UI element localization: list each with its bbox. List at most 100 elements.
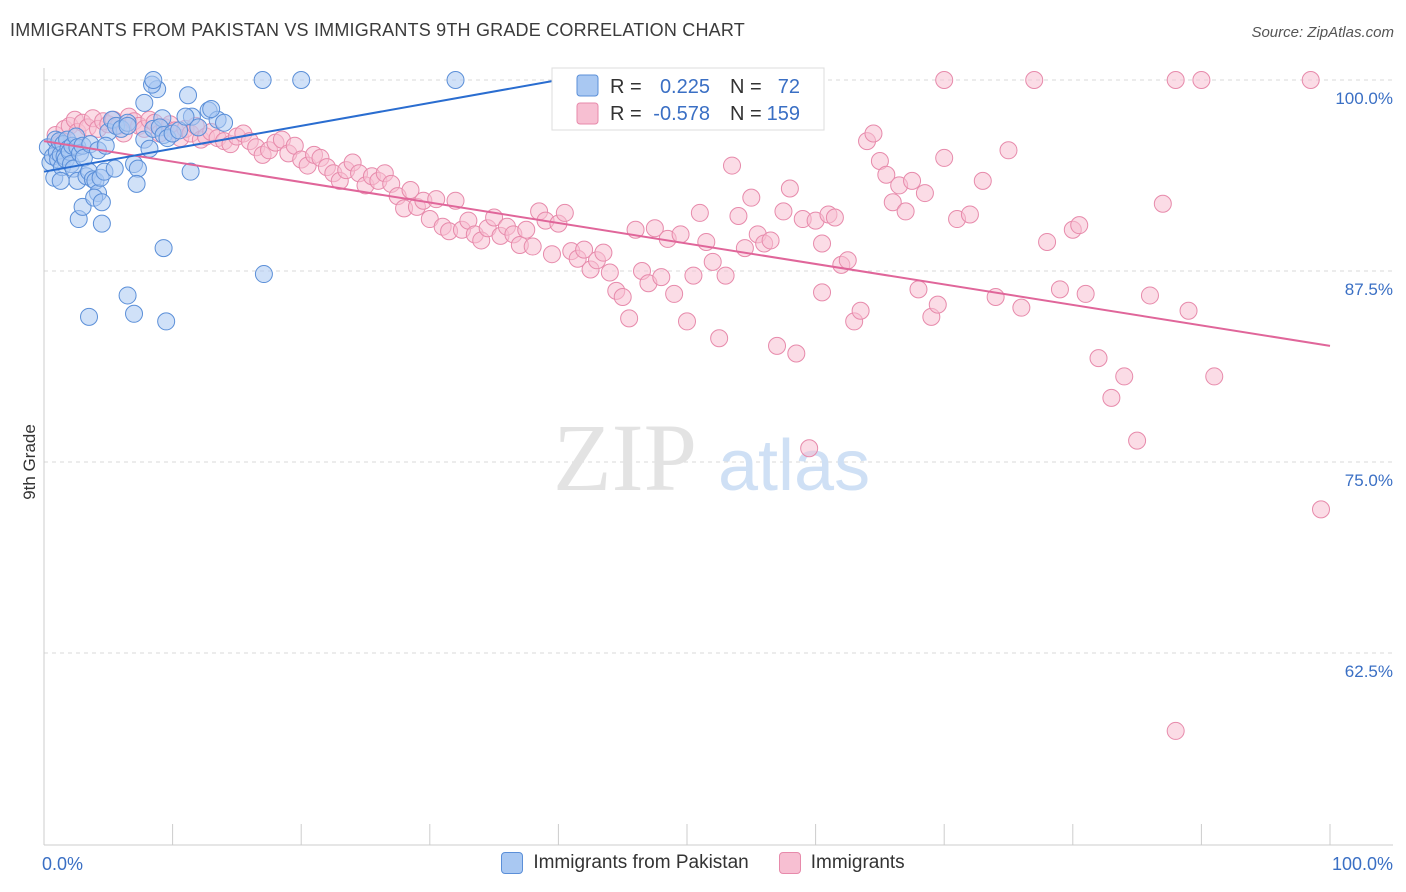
pakistan-point-75 (144, 71, 163, 89)
pakistan-point-79 (118, 286, 137, 305)
pakistan-point-74 (105, 159, 124, 178)
immigrants-point-121 (780, 179, 799, 198)
immigrants-point-142 (915, 184, 934, 203)
legend-r-value-1: 0.225 (660, 76, 710, 98)
immigrants-point-164 (1179, 301, 1198, 320)
immigrants-point-153 (1038, 232, 1057, 251)
pakistan-point-58 (189, 118, 208, 137)
pakistan-point-60 (118, 116, 137, 135)
legend-item-pakistan[interactable]: Immigrants from Pakistan (501, 852, 749, 874)
legend-swatch-immigrants (778, 852, 801, 874)
chart-title: IMMIGRANTS FROM PAKISTAN VS IMMIGRANTS 9… (10, 20, 745, 40)
immigrants-point-101 (652, 268, 671, 287)
immigrants-point-118 (761, 231, 780, 250)
watermark-atlas: atlas (718, 426, 870, 506)
immigrants-point-154 (1050, 280, 1069, 299)
immigrants-point-162 (1153, 194, 1172, 213)
watermark: ZIP atlas (553, 404, 870, 511)
pakistan-point-34 (92, 193, 111, 212)
immigrants-point-147 (960, 205, 979, 224)
pakistan-point-69 (253, 71, 272, 89)
immigrants-point-139 (896, 202, 915, 221)
immigrants-point-89 (575, 240, 594, 259)
immigrants-point-165 (1192, 71, 1211, 89)
pakistan-point-71 (446, 71, 465, 89)
immigrants-point-150 (999, 141, 1018, 160)
y-axis-label: 9th Grade (20, 424, 39, 500)
pakistan-point-64 (154, 239, 173, 258)
immigrants-point-84 (542, 245, 561, 264)
immigrants-point-93 (600, 263, 619, 282)
pakistan-point-73 (92, 214, 111, 233)
immigrants-point-151 (1012, 298, 1031, 317)
immigrants-point-166 (1205, 367, 1224, 386)
immigrants-point-137 (883, 193, 902, 212)
immigrants-point-120 (774, 202, 793, 221)
immigrants-point-170 (935, 148, 954, 167)
immigrants-point-81 (523, 237, 542, 256)
immigrants-point-105 (678, 312, 696, 331)
gridlines (44, 79, 1393, 654)
legend-n-value-2: 159 (767, 103, 800, 125)
pakistan-point-67 (202, 100, 221, 119)
y-tick-label-2: 75.0% (1345, 471, 1393, 490)
source-credit: Source: ZipAtlas.com (1251, 24, 1394, 41)
immigrants-point-134 (864, 124, 883, 143)
immigrants-point-106 (684, 266, 703, 285)
trend-lines (43, 79, 1331, 347)
immigrants-point-128 (825, 208, 844, 227)
immigrants-point-111 (716, 266, 735, 285)
immigrants-point-161 (1140, 286, 1159, 305)
legend-r-label-2: R = (610, 103, 642, 125)
immigrants-point-103 (665, 284, 684, 303)
immigrants-point-104 (671, 225, 690, 244)
immigrants-point-110 (710, 329, 729, 348)
immigrants-point-119 (768, 336, 787, 355)
immigrants-point-112 (723, 156, 742, 175)
legend-r-label-1: R = (610, 76, 642, 98)
immigrants-point-145 (935, 71, 954, 89)
immigrants-point-156 (1076, 284, 1095, 303)
immigrants-point-172 (813, 234, 832, 253)
stats-legend: R = 0.225 N = 72 R = -0.578 N = 159 (551, 67, 825, 131)
immigrants-point-141 (909, 280, 928, 299)
pakistan-point-70 (292, 71, 311, 89)
axes (43, 68, 1393, 846)
y-tick-label-3: 62.5% (1345, 662, 1393, 681)
legend-r-value-2: -0.578 (653, 103, 710, 125)
x-tick-right: 100.0% (1332, 854, 1393, 874)
pakistan-point-78 (80, 307, 99, 326)
immigrants-point-113 (729, 206, 748, 225)
immigrants-point-130 (838, 251, 857, 270)
immigrants-point-169 (1166, 721, 1185, 740)
pakistan-points (38, 71, 465, 331)
immigrants-point-132 (851, 301, 870, 320)
immigrants-point-107 (690, 203, 709, 222)
y-tick-labels: 100.0% 87.5% 75.0% 62.5% (1335, 89, 1393, 681)
bottom-legend: Immigrants from Pakistan Immigrants (0, 852, 1406, 874)
legend-item-immigrants[interactable]: Immigrants (778, 852, 905, 874)
immigrants-point-163 (1166, 71, 1185, 89)
immigrants-point-96 (620, 309, 639, 328)
immigrants-point-122 (787, 344, 806, 363)
legend-swatch-pakistan (501, 852, 524, 874)
immigrants-point-157 (1089, 349, 1108, 368)
immigrants-point-124 (800, 439, 819, 458)
immigrants-point-95 (613, 287, 632, 306)
pakistan-point-72 (51, 171, 70, 190)
immigrants-point-92 (594, 243, 613, 262)
immigrants-point-109 (703, 252, 722, 271)
immigrants-point-100 (645, 219, 664, 238)
immigrants-trend-line (43, 140, 1331, 347)
pakistan-trend-line (43, 79, 559, 173)
immigrants-point-80 (517, 220, 536, 239)
immigrants-point-140 (903, 171, 922, 190)
pakistan-point-63 (127, 174, 146, 193)
immigrants-point-86 (555, 203, 574, 222)
pakistan-point-81 (157, 312, 176, 331)
x-tick-left: 0.0% (42, 854, 83, 874)
pakistan-point-76 (176, 107, 195, 126)
pakistan-point-68 (215, 113, 234, 132)
legend-n-value-1: 72 (778, 76, 800, 98)
